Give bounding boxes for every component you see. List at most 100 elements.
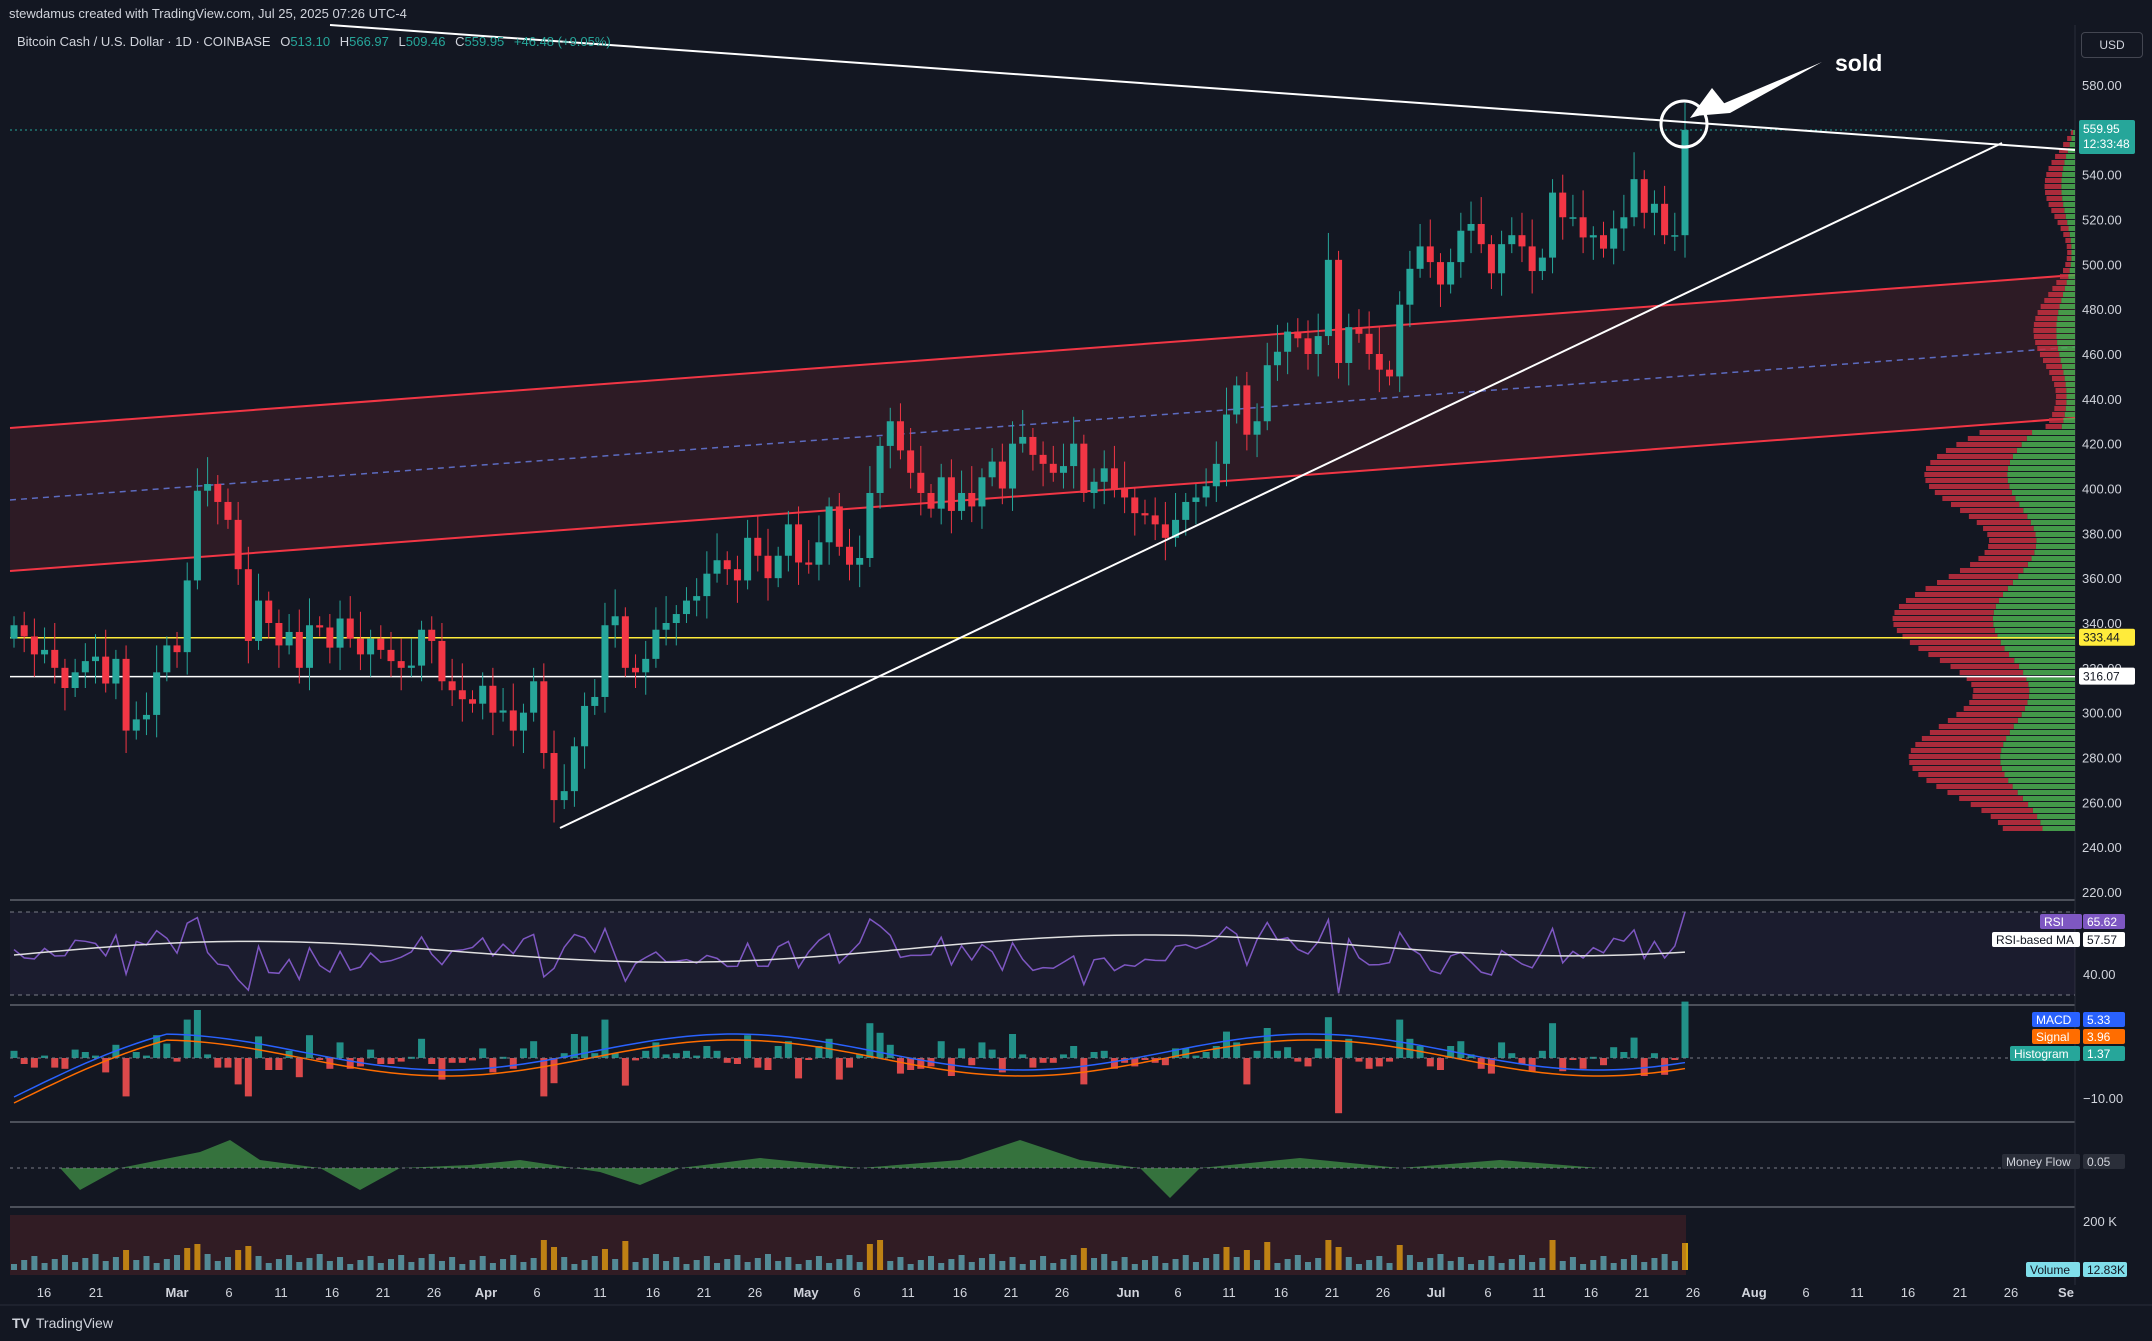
profile-bar-up [2007, 472, 2075, 477]
macd-histogram-bar [285, 1050, 293, 1058]
volume-bar [194, 1244, 201, 1270]
candle-body [285, 631, 293, 646]
candle-body [20, 625, 28, 637]
macd-histogram-bar [1039, 1058, 1047, 1063]
profile-bar-down [1914, 592, 2003, 597]
candle-body [1059, 466, 1067, 473]
profile-bar-down [2044, 184, 2062, 189]
time-tick: 26 [1055, 1285, 1069, 1300]
profile-bar-up [2000, 640, 2075, 645]
time-tick: 26 [1686, 1285, 1700, 1300]
profile-bar-down [2063, 142, 2070, 147]
candle-body [652, 629, 660, 659]
candle-body [1314, 336, 1322, 354]
volume-bar [775, 1261, 782, 1270]
volume-bar [265, 1263, 272, 1270]
volume-bar [1457, 1257, 1464, 1270]
volume-bar [1376, 1256, 1383, 1270]
macd-histogram-bar [1161, 1058, 1169, 1066]
profile-bar-up [2062, 364, 2075, 369]
profile-bar-down [1915, 742, 2004, 747]
time-tick: 21 [1325, 1285, 1339, 1300]
profile-bar-up [2007, 466, 2075, 471]
candle-body [336, 618, 344, 648]
candle-body [265, 600, 273, 623]
candle-body [1192, 497, 1200, 502]
profile-bar-down [1983, 526, 2034, 531]
profile-bar-up [2061, 178, 2075, 183]
volume-bar [1345, 1257, 1352, 1270]
volume-bar [408, 1262, 415, 1270]
candle-body [1100, 468, 1108, 482]
candle-body [458, 690, 466, 700]
currency-button[interactable]: USD [2081, 32, 2143, 58]
profile-bar-down [2037, 346, 2059, 351]
profile-bar-down [2035, 316, 2058, 321]
candle-body [632, 667, 640, 673]
candle-body [173, 645, 181, 653]
time-tick: 26 [2004, 1285, 2018, 1300]
time-tick: 11 [1850, 1285, 1864, 1300]
volume-bar [540, 1240, 547, 1270]
macd-histogram-bar [1559, 1058, 1567, 1072]
candle-body [1253, 421, 1261, 435]
candle-body [1049, 463, 1057, 473]
profile-bar-up [2071, 244, 2075, 249]
rsi-ma-label: RSI-based MA [1996, 933, 2074, 947]
volume-bar [255, 1256, 262, 1270]
volume-tick: 200 K [2083, 1214, 2117, 1229]
sold-arrow [1694, 62, 1822, 116]
volume-bar [958, 1255, 965, 1270]
open-label: O [280, 34, 291, 49]
profile-bar-down [1937, 454, 2013, 459]
profile-bar-down [1969, 700, 2028, 705]
volume-bar [1294, 1255, 1301, 1270]
candle-body [1294, 331, 1302, 339]
profile-bar-up [2000, 760, 2075, 765]
price-tick: 540.00 [2082, 168, 2122, 183]
price-tick: 480.00 [2082, 302, 2122, 317]
profile-bar-down [1956, 442, 2022, 447]
profile-bar-up [2069, 142, 2075, 147]
macd-line [13, 1033, 1686, 1098]
macd-histogram-bar [530, 1041, 538, 1058]
macd-histogram-bar [723, 1058, 731, 1063]
volume-bar [204, 1254, 211, 1270]
profile-bar-down [2049, 418, 2064, 423]
price-tick: 220.00 [2082, 885, 2122, 900]
candle-body [835, 506, 843, 547]
macd-histogram-bar [255, 1036, 263, 1058]
macd-histogram-bar [265, 1058, 273, 1070]
volume-bar [1223, 1247, 1230, 1270]
macd-histogram-bar [1406, 1038, 1414, 1058]
profile-bar-up [2021, 442, 2075, 447]
candle-body [754, 537, 762, 556]
candle-body [876, 445, 884, 493]
profile-bar-down [2044, 298, 2062, 303]
time-tick: 11 [901, 1285, 915, 1300]
profile-bar-up [2057, 340, 2075, 345]
profile-bar-down [1926, 778, 2009, 783]
macd-histogram-bar [438, 1058, 446, 1080]
volume-bar [907, 1264, 914, 1270]
macd-histogram-bar [672, 1053, 680, 1058]
rsi-tick: 40.00 [2083, 967, 2116, 982]
candle-body [917, 472, 925, 493]
sold-annotation: sold [1835, 50, 1883, 76]
macd-histogram-bar [896, 1058, 904, 1074]
profile-bar-down [1987, 532, 2036, 537]
profile-bar-up [2064, 376, 2075, 381]
candle-body [1396, 304, 1404, 377]
macd-histogram-bar [1222, 1031, 1230, 1058]
volume-bar [489, 1263, 496, 1270]
macd-histogram-bar [1212, 1046, 1220, 1058]
volume-bar [1549, 1240, 1556, 1270]
volume-bar [1386, 1263, 1393, 1270]
candle-body [407, 665, 415, 668]
volume-bar [1254, 1260, 1261, 1270]
macd-histogram-bar [1436, 1058, 1444, 1070]
macd-histogram-bar [1080, 1058, 1088, 1085]
macd-histogram-bar [570, 1034, 578, 1058]
tradingview-logo[interactable]: TV TradingView [12, 1315, 113, 1331]
